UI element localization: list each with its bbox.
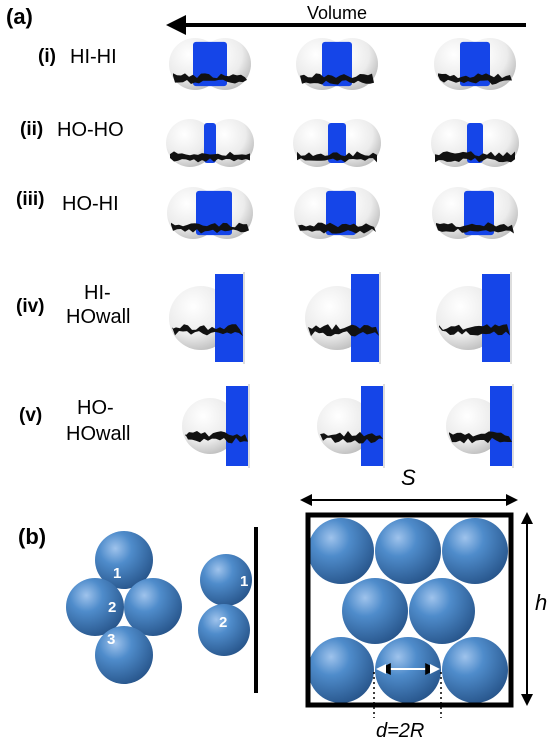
bridge-ho-ho-2: [293, 119, 381, 167]
bridge-ho-hi-3: [432, 187, 518, 239]
cluster-sphere-3: [95, 626, 153, 684]
row-iv-roman: (iv): [16, 296, 45, 317]
row-i-roman: (i): [38, 46, 56, 67]
volume-arrow: [166, 15, 526, 35]
wall-number-2: 2: [219, 614, 227, 631]
bridge-ho-howall-2: [317, 384, 385, 468]
row-v-name-line2: HOwall: [66, 423, 131, 445]
height-label-h: h: [535, 590, 548, 615]
wall-sphere-2: [198, 604, 250, 656]
bridge-ho-ho-1: [166, 119, 254, 167]
wall-number-1: 1: [240, 573, 248, 590]
four-sphere-cluster: 1 2 3: [66, 531, 182, 684]
panel-a-label: (a): [6, 4, 33, 29]
bridge-hi-hi-2: [296, 38, 378, 90]
row-iii-name: HO-HI: [62, 193, 119, 215]
panel-b-label: (b): [18, 524, 47, 549]
volume-arrow-label: Volume: [307, 3, 368, 23]
packed-box: [300, 494, 533, 718]
row-v-roman: (v): [19, 405, 43, 426]
bridge-hi-hi-1: [169, 38, 251, 90]
row-ii-roman: (ii): [20, 119, 44, 140]
bridge-hi-howall-2: [305, 272, 381, 364]
wall-sphere-pair: 1 2: [198, 527, 258, 693]
bridge-ho-howall-3: [446, 384, 514, 468]
row-iii-roman: (iii): [16, 189, 45, 210]
row-iv-name-line1: HI-: [84, 282, 111, 304]
bridge-ho-howall-1: [182, 384, 250, 468]
cluster-number-2: 2: [108, 599, 116, 616]
container-box: [305, 512, 514, 708]
row-v-name-line1: HO-: [77, 397, 114, 419]
row-i-name: HI-HI: [70, 46, 117, 68]
cluster-number-3: 3: [107, 631, 115, 648]
row-iv-name-line2: HOwall: [66, 306, 131, 328]
cluster-sphere-left: [66, 578, 124, 636]
wall-sphere-1: [200, 554, 252, 606]
cluster-sphere-right: [124, 578, 182, 636]
diameter-label: d=2R: [376, 720, 425, 742]
bridge-hi-howall-1: [169, 272, 245, 364]
capillary-bridges: [166, 38, 519, 468]
width-arrow-s: [300, 494, 518, 506]
bridge-ho-ho-3: [431, 119, 519, 167]
bridge-hi-hi-3: [434, 38, 516, 90]
width-label-s: S: [401, 465, 416, 490]
bridge-ho-hi-2: [294, 187, 380, 239]
height-arrow-h: [521, 512, 533, 706]
bridge-hi-howall-3: [436, 272, 512, 364]
cluster-sphere-1: [95, 531, 153, 589]
bridge-ho-hi-1: [167, 187, 253, 239]
row-ii-name: HO-HO: [57, 119, 124, 141]
cluster-number-1: 1: [113, 565, 121, 582]
